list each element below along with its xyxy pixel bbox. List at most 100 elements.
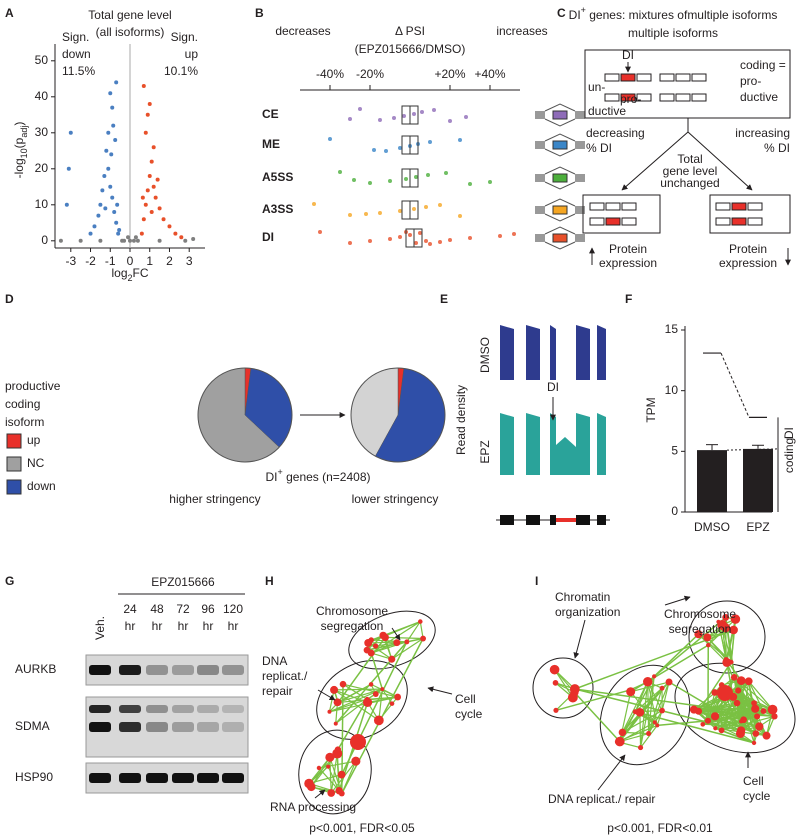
node bbox=[710, 712, 720, 721]
label: DI bbox=[547, 380, 559, 394]
dot bbox=[368, 239, 372, 243]
gene-exon bbox=[597, 515, 606, 525]
band bbox=[197, 705, 219, 713]
caption-part: DI bbox=[266, 470, 278, 484]
x-tick-label: -2 bbox=[85, 254, 96, 268]
dot bbox=[432, 108, 436, 112]
node bbox=[751, 700, 757, 706]
label: increasing bbox=[735, 126, 790, 140]
point bbox=[149, 210, 154, 214]
dot bbox=[512, 232, 516, 236]
node bbox=[364, 638, 373, 647]
node bbox=[700, 721, 706, 727]
label: cycle bbox=[455, 707, 483, 721]
dot bbox=[412, 207, 416, 211]
band bbox=[146, 773, 168, 783]
dot bbox=[312, 202, 316, 206]
point bbox=[140, 195, 145, 200]
node bbox=[316, 765, 322, 771]
node bbox=[364, 696, 370, 702]
label: pro- bbox=[740, 74, 761, 88]
node bbox=[326, 764, 331, 769]
arrow bbox=[597, 754, 626, 791]
node bbox=[652, 720, 657, 725]
arrow bbox=[314, 789, 326, 799]
isoform-exon bbox=[691, 73, 707, 82]
y-tick-label: 30 bbox=[35, 125, 49, 139]
legend-swatch bbox=[6, 433, 22, 449]
isoform-exon bbox=[636, 93, 652, 102]
node bbox=[637, 745, 644, 751]
point bbox=[133, 235, 138, 240]
isoform-exon bbox=[675, 73, 691, 82]
point bbox=[114, 220, 119, 225]
dot bbox=[402, 114, 406, 118]
point bbox=[106, 130, 111, 135]
dot bbox=[398, 235, 402, 239]
label: EPZ015666 bbox=[151, 575, 215, 589]
node bbox=[338, 790, 345, 797]
node bbox=[694, 630, 703, 639]
node bbox=[330, 685, 339, 694]
node bbox=[552, 680, 559, 686]
bar bbox=[697, 450, 727, 512]
edge bbox=[555, 689, 630, 712]
label: Veh. bbox=[93, 616, 107, 640]
isoform-exon bbox=[659, 93, 675, 102]
y-axis-label: -log10(padj) bbox=[12, 122, 29, 179]
chart-title: Total gene level bbox=[88, 8, 171, 22]
node bbox=[723, 656, 729, 663]
node bbox=[771, 713, 778, 720]
edge bbox=[702, 680, 742, 725]
node bbox=[618, 728, 627, 737]
edge bbox=[619, 721, 656, 743]
point bbox=[145, 188, 150, 193]
edge bbox=[329, 698, 368, 713]
x-axis-label-part: 2 bbox=[128, 273, 133, 283]
panel-label: C bbox=[557, 6, 566, 20]
event-exon bbox=[552, 205, 568, 215]
edge bbox=[639, 676, 655, 748]
label: Cell bbox=[455, 692, 476, 706]
point bbox=[155, 177, 160, 182]
band bbox=[146, 665, 168, 675]
track-label: DMSO bbox=[478, 337, 492, 373]
point bbox=[98, 238, 103, 243]
label: 72 bbox=[176, 602, 190, 616]
point bbox=[147, 174, 152, 178]
coverage bbox=[496, 413, 610, 475]
point bbox=[108, 91, 113, 96]
event-icon bbox=[535, 133, 585, 157]
node bbox=[735, 728, 745, 738]
isoform-exon bbox=[715, 202, 731, 211]
label: increases bbox=[496, 24, 547, 38]
node bbox=[751, 704, 760, 713]
band bbox=[146, 722, 168, 732]
point bbox=[141, 217, 146, 222]
isoform-exon bbox=[620, 73, 636, 82]
edge bbox=[648, 681, 670, 734]
edge bbox=[661, 681, 670, 711]
blot bbox=[85, 696, 249, 758]
label: hr bbox=[203, 619, 214, 633]
panel-title-part: + bbox=[581, 5, 586, 15]
node bbox=[704, 717, 711, 724]
edge bbox=[371, 652, 392, 660]
node bbox=[717, 685, 733, 701]
label: 24 bbox=[123, 602, 137, 616]
band bbox=[172, 665, 194, 675]
dot bbox=[458, 214, 462, 218]
node bbox=[351, 756, 361, 766]
point bbox=[173, 231, 178, 236]
dot bbox=[384, 149, 388, 153]
label: % DI bbox=[586, 141, 612, 155]
label: Read density bbox=[454, 385, 468, 455]
node bbox=[736, 676, 746, 686]
pie-outline bbox=[197, 367, 293, 463]
isoform-exon bbox=[589, 202, 605, 211]
dot bbox=[398, 209, 402, 213]
label: RNA processing bbox=[270, 800, 356, 814]
dot bbox=[464, 115, 468, 119]
label: Chromosome bbox=[664, 607, 736, 621]
node bbox=[325, 752, 335, 762]
